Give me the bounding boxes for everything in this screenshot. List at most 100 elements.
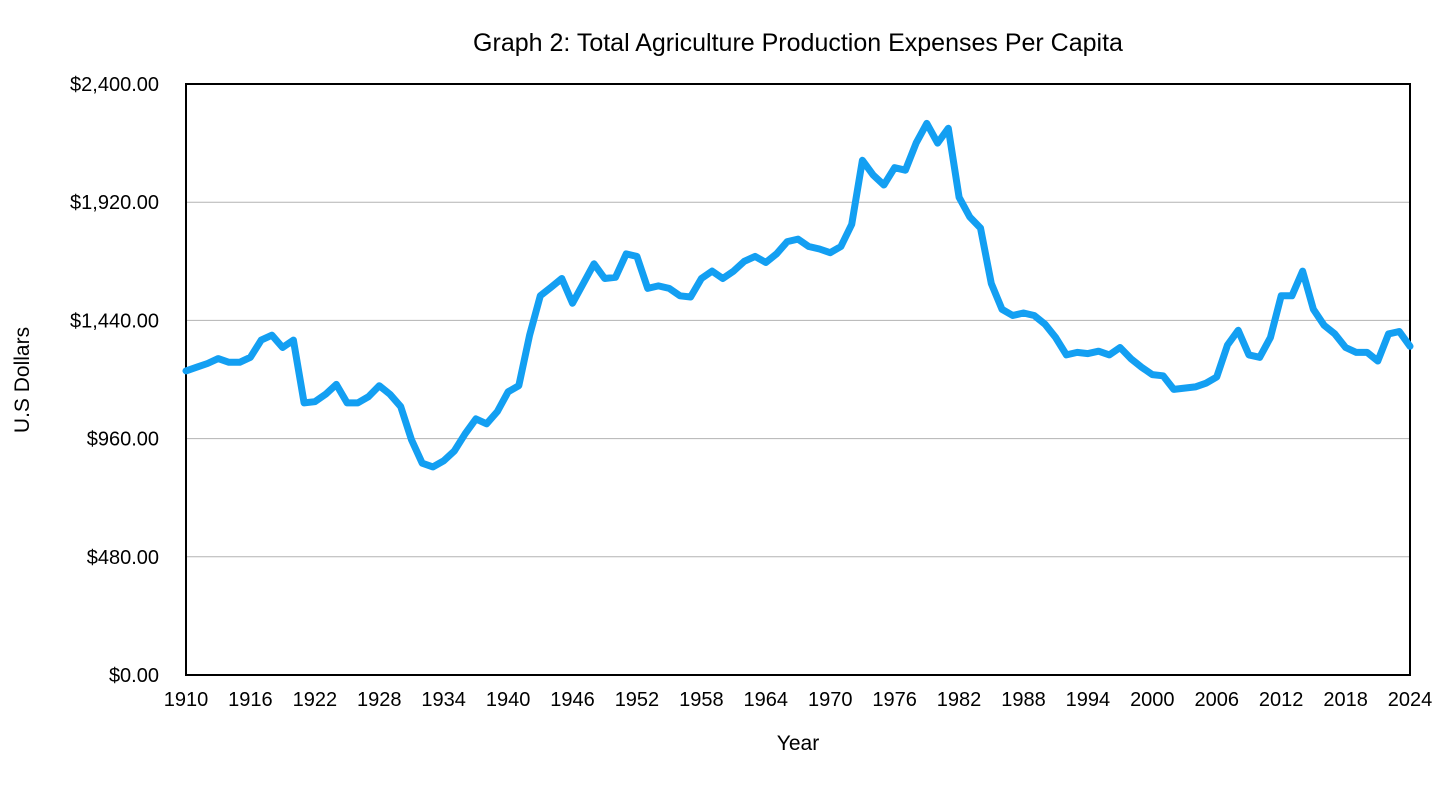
y-tick-label: $480.00 [87,547,159,569]
data-point [196,366,198,368]
data-point [368,396,369,398]
data-point [808,246,810,247]
data-point [1398,331,1400,332]
data-point [228,361,230,363]
data-point [1098,350,1100,352]
data-point [636,255,638,257]
data-point [550,286,552,288]
data-point [1184,387,1185,389]
data-point [1194,386,1196,388]
x-axis-label: Year [777,732,819,755]
data-point [1409,345,1411,347]
data-point [1227,344,1228,346]
data-point [647,287,649,289]
plot-frame [185,83,1411,676]
data-point [357,402,359,404]
data-point [411,439,412,441]
x-tick-label: 2000 [1130,689,1175,711]
data-point [292,339,294,341]
x-tick-label: 1928 [357,689,402,711]
y-tick-label: $1,920.00 [70,192,159,214]
data-point [1108,354,1110,356]
data-point [722,278,724,279]
data-point [271,334,273,336]
data-point [529,334,531,336]
data-point [733,270,735,272]
series-line [182,119,1414,471]
data-point [958,196,960,198]
data-point [486,423,488,425]
y-tick-label: $2,400.00 [70,74,159,96]
data-point [990,283,992,284]
y-axis-label: U.S Dollars [11,327,34,433]
data-point [668,287,670,289]
data-point [561,278,563,279]
data-point [282,347,284,348]
data-point [1237,329,1239,331]
data-point [249,356,251,358]
data-point [1076,351,1078,353]
data-point [1173,388,1175,390]
data-point [1366,351,1368,353]
data-point [743,260,745,262]
x-tick-label: 2024 [1388,689,1433,711]
chart-title: Graph 2: Total Agriculture Production Ex… [473,29,1123,57]
data-point [700,278,702,279]
x-tick-label: 1934 [421,689,466,711]
data-point [1302,270,1304,272]
data-point [625,253,627,255]
data-point [840,246,842,247]
data-point [1055,337,1057,339]
data-point [1388,333,1389,335]
y-tick-label: $1,440.00 [70,310,159,332]
data-point [776,253,777,255]
data-point [1291,295,1293,297]
x-tick-label: 1988 [1001,689,1046,711]
data-point [1001,308,1003,310]
data-point [1323,324,1325,326]
x-tick-label: 1970 [808,689,853,711]
data-point [217,358,219,360]
data-point [679,295,681,297]
data-point [518,385,520,387]
data-point [904,169,906,171]
data-point [421,462,423,464]
data-point [1087,353,1089,355]
data-point [1280,295,1282,297]
data-point [1259,356,1261,358]
x-tick-label: 1910 [164,689,209,711]
data-point [1377,360,1379,362]
data-point [507,391,509,393]
data-point [819,248,820,250]
data-point [1065,354,1067,356]
data-point [926,122,928,124]
data-point [1355,351,1357,353]
data-point [378,385,380,387]
x-tick-label: 2012 [1259,689,1304,711]
data-point [1334,333,1336,335]
data-point [786,241,788,243]
grid-lines [186,201,1410,558]
data-point [765,262,767,263]
x-tick-label: 1964 [744,689,789,711]
data-point [711,270,713,272]
x-tick-label: 1940 [486,689,531,711]
x-tick-label: 1946 [550,689,595,711]
data-point [453,450,455,452]
data-point [1044,323,1046,325]
data-point [582,283,584,284]
x-axis-ticks: 1910 1916 1922 1928 1934 1940 1946 1952 1958 1964… [164,689,1433,711]
x-tick-label: 1994 [1066,689,1111,711]
data-point [604,278,606,279]
data-point [754,255,756,257]
x-tick-label: 1916 [228,689,273,711]
data-point [400,406,402,408]
data-point [314,401,316,403]
data-point [690,296,692,298]
data-point [1012,315,1014,316]
x-tick-label: 2006 [1194,689,1239,711]
data-point [797,238,799,240]
data-point [615,276,616,278]
y-axis-ticks: $0.00 $480.00 $960.00 $1,440.00 $1,920.00 $2,… [70,74,159,687]
